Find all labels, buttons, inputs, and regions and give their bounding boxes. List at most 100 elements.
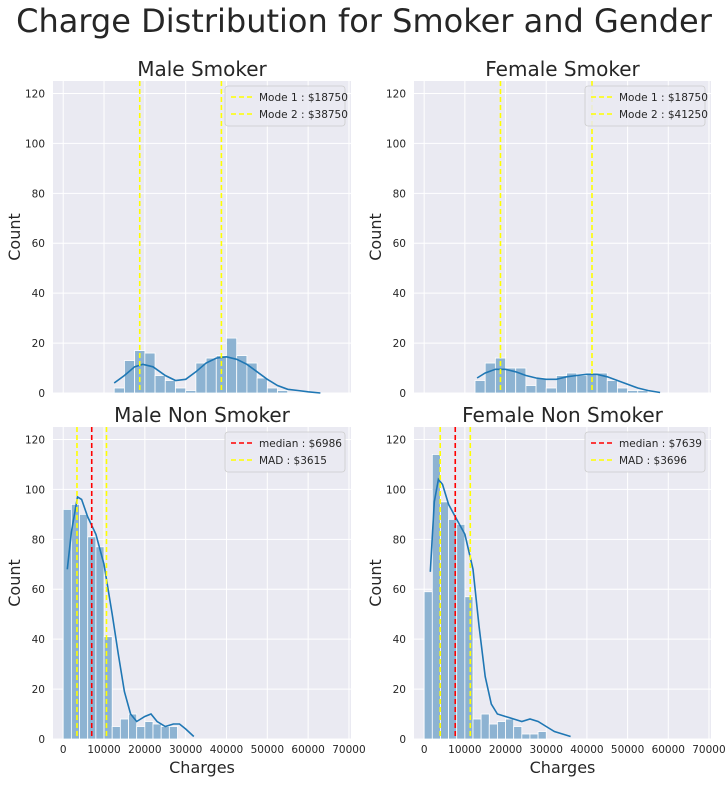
y-tick-label: 0 [399,388,406,400]
x-tick-label: 20000 [128,744,161,756]
kde-line [476,368,661,394]
y-tick-label: 120 [386,88,406,100]
histogram-bar [70,503,80,740]
y-axis-label: Count [5,559,24,607]
histogram-bar [472,718,482,740]
y-tick-label: 20 [393,338,406,350]
y-tick-label: 20 [32,338,45,350]
histogram-bar [586,372,598,394]
x-tick-label: 0 [421,744,428,756]
legend: Mode 1 : $18750 Mode 2 : $41250 [584,85,708,127]
subplot-title: Male Smoker [137,57,267,81]
legend-label: Mode 1 : $18750 [259,92,348,104]
plot-background [414,81,711,393]
legend-label: MAD : $3696 [619,455,687,467]
histogram-bar [440,501,449,740]
y-axis-label: Count [366,213,385,261]
y-tick-label: 80 [32,534,45,546]
histogram-bar [606,380,618,394]
histogram-bar [464,596,474,740]
histogram-bar [175,387,187,394]
subplot: 0 20 40 60 80 100 120 0 10000 20000 30000 40000 5000… [366,403,726,777]
histogram-bar [160,726,170,740]
legend-box [584,431,706,473]
plot-background [53,81,351,393]
legend-box [224,85,346,127]
histogram-bar [474,380,486,394]
y-tick-label: 80 [393,188,406,200]
legend: median : $7639 MAD : $3696 [584,431,706,473]
legend-label: MAD : $3615 [259,455,327,467]
y-tick-label: 20 [32,684,45,696]
histogram-bar [456,523,466,740]
x-tick-label: 60000 [652,744,685,756]
y-tick-label: 40 [393,288,406,300]
y-tick-label: 80 [393,534,406,546]
histogram-bar [226,337,238,394]
x-tick-label: 70000 [332,744,365,756]
kde-line [113,355,321,394]
y-tick-label: 120 [386,434,406,446]
x-tick-label: 0 [60,744,67,756]
x-tick-label: 60000 [291,744,324,756]
y-axis-label: Count [5,213,24,261]
y-tick-label: 40 [32,288,45,300]
x-tick-label: 10000 [448,744,481,756]
x-tick-label: 40000 [570,744,603,756]
histogram-bar [185,390,197,394]
y-tick-label: 100 [386,138,406,150]
y-tick-label: 60 [393,584,406,596]
histogram-bar [144,721,154,740]
x-tick-label: 20000 [489,744,522,756]
x-axis-label: Charges [530,758,596,777]
histogram-bar [152,723,162,740]
y-tick-label: 40 [32,634,45,646]
y-tick-label: 0 [38,734,45,746]
histogram-bar [488,723,498,740]
legend: median : $6986 MAD : $3615 [224,431,346,473]
histogram-bar [637,390,649,394]
histogram-bar [525,385,537,394]
y-tick-label: 40 [393,634,406,646]
y-tick-label: 0 [38,388,45,400]
histogram-bar [128,713,138,740]
y-tick-label: 80 [32,188,45,200]
legend: Mode 1 : $18750 Mode 2 : $38750 [224,85,348,127]
y-tick-label: 0 [399,734,406,746]
subplot: 0 20 40 60 80 100 120 Female Smoker Count Mode 1 … [366,57,711,400]
histogram-bar [513,726,523,740]
histogram-bar [423,591,433,740]
histogram-bar [497,721,506,740]
y-tick-label: 20 [393,684,406,696]
kde-line [429,477,571,738]
y-tick-label: 60 [32,584,45,596]
histogram-bar [103,636,113,740]
legend-label: median : $6986 [259,438,342,450]
histogram-bar [205,357,217,394]
legend-label: Mode 1 : $18750 [619,92,708,104]
y-tick-label: 60 [32,238,45,250]
histogram-bar [256,377,268,394]
histogram-bar [95,546,105,740]
legend-label: Mode 2 : $41250 [619,109,708,121]
y-tick-label: 100 [25,484,45,496]
x-tick-label: 10000 [87,744,120,756]
histogram-bar [431,454,441,740]
histogram-bar [535,377,547,394]
x-tick-label: 70000 [692,744,725,756]
histogram-bar [545,387,557,394]
x-tick-label: 30000 [169,744,202,756]
histogram-bar [113,387,125,394]
y-tick-label: 60 [393,238,406,250]
histogram-bar [79,513,89,740]
histogram-bar [529,733,539,740]
y-axis-label: Count [366,559,385,607]
subplot: 0 20 40 60 80 100 120 0 10000 20000 30000 40000 5000… [5,403,366,777]
histogram-bar [168,726,178,740]
histogram-bar [154,375,166,394]
x-tick-label: 40000 [210,744,243,756]
subplot-title: Female Smoker [485,57,640,81]
figure-title: Charge Distribution for Smoker and Gende… [16,2,712,40]
histogram-bar [124,360,136,394]
